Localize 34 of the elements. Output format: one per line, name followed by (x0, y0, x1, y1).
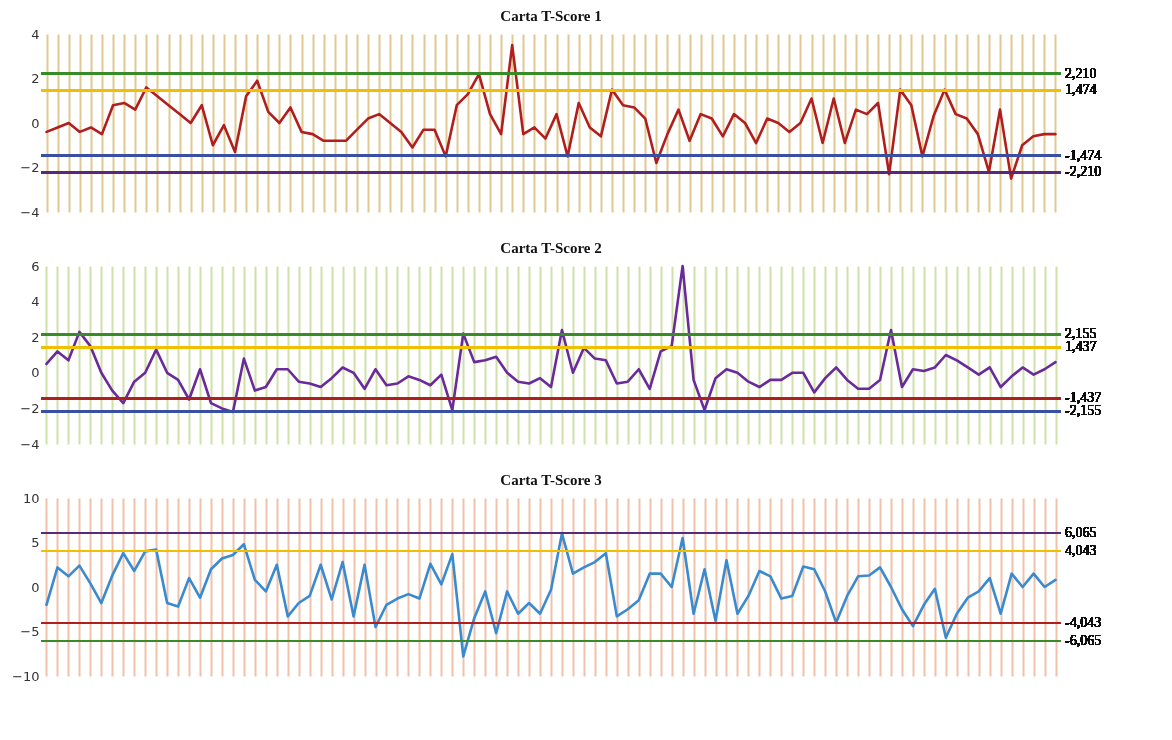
y-tick-label: 5 (31, 535, 40, 550)
line-series (45, 532, 1057, 658)
y-tick-label: 2 (31, 329, 40, 345)
ref-line-label: 1,437 (1065, 339, 1097, 355)
ref-line-label: 4,043 (1065, 543, 1097, 559)
ref-line-label: -2,155 (1065, 403, 1102, 419)
ref-line-label: -4,043 (1065, 614, 1102, 630)
ref-line-label: -1,437 (1065, 390, 1102, 406)
y-tick-label: 6 (31, 258, 40, 274)
line-series (45, 43, 1057, 180)
ref-line-label: -2,210 (1065, 164, 1102, 180)
y-tick-label: −2 (20, 400, 40, 416)
ref-line-label: 1,474 (1065, 82, 1097, 98)
y-tick-label: −4 (20, 436, 40, 452)
line-series (45, 264, 1057, 414)
y-tick-label: 4 (31, 26, 40, 42)
ref-line-label: 6,065 (1065, 525, 1097, 541)
y-tick-label: −2 (20, 160, 40, 175)
y-tick-label: 4 (31, 294, 40, 310)
chart-title: Carta T-Score 3 (500, 472, 602, 488)
y-tick-label: 2 (31, 71, 40, 86)
y-tick-label: 0 (31, 579, 40, 595)
y-tick-label: 0 (31, 115, 40, 131)
y-tick-label: −10 (12, 668, 40, 684)
y-tick-label: 0 (31, 365, 40, 381)
chart-title: Carta T-Score 1 (500, 8, 602, 24)
ref-line-label: 2,210 (1065, 65, 1097, 81)
y-tick-label: 10 (22, 490, 40, 506)
y-tick-label: −4 (20, 204, 40, 220)
ref-line-label: 2,155 (1065, 326, 1097, 342)
ref-line-label: -6,065 (1065, 632, 1102, 648)
chart-title: Carta T-Score 2 (500, 240, 602, 256)
y-tick-label: −5 (20, 624, 40, 639)
ref-line-label: -1,474 (1065, 147, 1102, 163)
